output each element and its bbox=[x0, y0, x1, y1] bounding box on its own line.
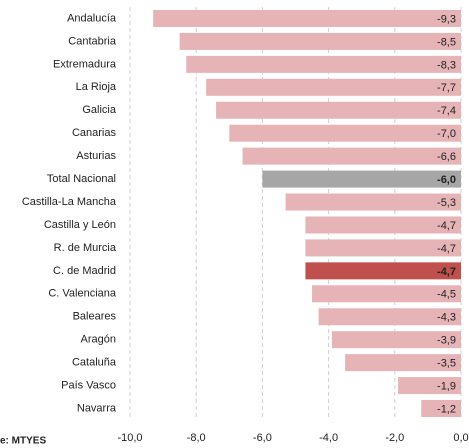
y-tick-label: La Rioja bbox=[76, 81, 117, 93]
bar bbox=[345, 354, 461, 372]
x-tick-label: -10,0 bbox=[117, 432, 142, 444]
data-label: -6,0 bbox=[437, 174, 456, 186]
y-tick-label: C. Valenciana bbox=[48, 288, 117, 300]
data-label: -4,3 bbox=[437, 312, 456, 324]
y-tick-label: Castilla y León bbox=[44, 219, 116, 231]
bar bbox=[206, 78, 461, 96]
x-tick-label: 0,0 bbox=[453, 432, 468, 444]
x-tick-label: -8,0 bbox=[187, 432, 206, 444]
bar bbox=[186, 55, 461, 73]
bar bbox=[305, 239, 461, 257]
x-tick-label: -6,0 bbox=[253, 432, 272, 444]
data-label: -4,5 bbox=[437, 289, 456, 301]
y-tick-label: País Vasco bbox=[61, 379, 116, 391]
data-label: -7,0 bbox=[437, 128, 456, 140]
bar bbox=[229, 124, 461, 142]
y-tick-label: Navarra bbox=[77, 402, 117, 414]
data-label: -8,5 bbox=[437, 36, 456, 48]
bar bbox=[305, 216, 461, 234]
bar bbox=[153, 9, 462, 27]
data-label: -7,7 bbox=[437, 82, 456, 94]
data-label: -6,6 bbox=[437, 151, 456, 163]
y-tick-label: Canarias bbox=[72, 127, 117, 139]
bar bbox=[312, 285, 461, 303]
data-label: -4,7 bbox=[437, 220, 456, 232]
y-tick-label: Andalucía bbox=[67, 12, 117, 24]
bar bbox=[398, 377, 461, 395]
bar bbox=[318, 308, 461, 326]
data-label: -4,7 bbox=[437, 266, 456, 278]
data-label: -1,9 bbox=[437, 380, 456, 392]
y-tick-label: Asturias bbox=[76, 150, 116, 162]
y-tick-label: Aragón bbox=[81, 334, 116, 346]
bar bbox=[305, 262, 461, 280]
y-tick-label: Galicia bbox=[82, 104, 117, 116]
y-tick-label: R. de Murcia bbox=[54, 242, 117, 254]
data-label: -4,7 bbox=[437, 243, 456, 255]
data-label: -8,3 bbox=[437, 59, 456, 71]
source: e: MTYES bbox=[0, 436, 46, 447]
x-tick-label: -4,0 bbox=[319, 432, 338, 444]
y-tick-label: C. de Madrid bbox=[53, 265, 116, 277]
bar bbox=[216, 101, 461, 119]
data-label: -7,4 bbox=[437, 105, 456, 117]
x-tick-label: -2,0 bbox=[385, 432, 404, 444]
y-tick-label: Total Nacional bbox=[47, 173, 116, 185]
bar bbox=[285, 193, 461, 211]
bar bbox=[262, 170, 461, 188]
y-tick-label: Cantabria bbox=[68, 35, 117, 47]
data-label: -3,9 bbox=[437, 335, 456, 347]
bar bbox=[421, 400, 461, 418]
data-label: -1,2 bbox=[437, 403, 456, 415]
y-tick-label: Castilla-La Mancha bbox=[22, 196, 117, 208]
y-tick-label: Baleares bbox=[73, 311, 117, 323]
y-tick-label: Extremadura bbox=[53, 58, 117, 70]
data-label: -3,5 bbox=[437, 358, 456, 370]
bar bbox=[179, 32, 461, 50]
bar bbox=[331, 331, 461, 349]
y-tick-label: Cataluña bbox=[72, 357, 117, 369]
data-label: -9,3 bbox=[437, 13, 456, 25]
data-label: -5,3 bbox=[437, 197, 456, 209]
bar bbox=[242, 147, 461, 165]
